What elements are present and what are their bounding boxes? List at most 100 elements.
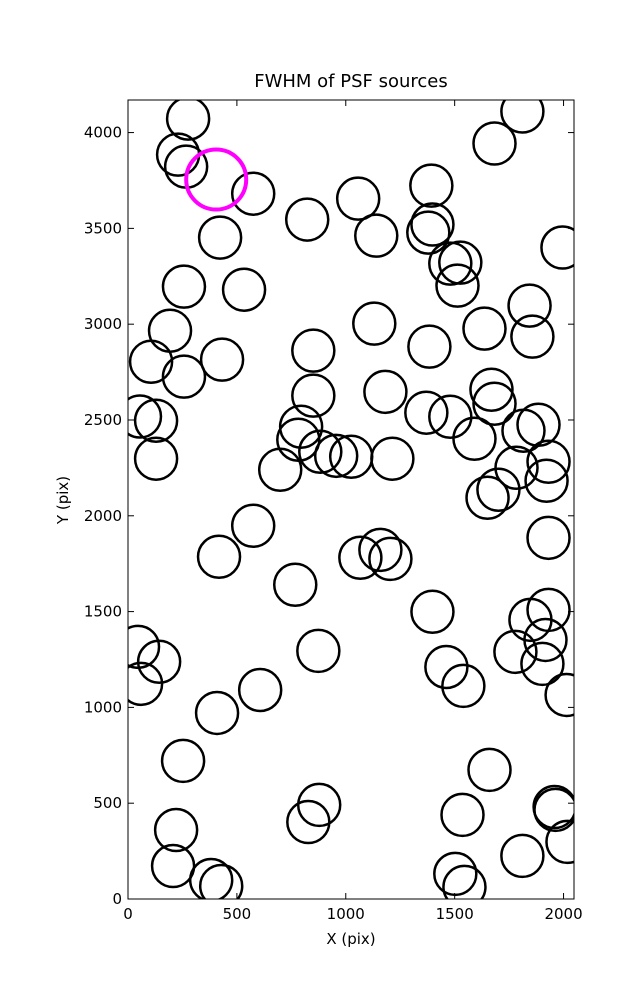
source-circle — [462, 306, 507, 351]
source-circle — [406, 210, 451, 255]
source-circle — [410, 589, 455, 635]
source-circle — [438, 240, 483, 285]
chart-title: FWHM of PSF sources — [254, 71, 448, 92]
source-circle — [286, 799, 331, 845]
source-circle — [153, 807, 199, 853]
axes-frame — [127, 99, 575, 900]
source-circle — [409, 163, 454, 208]
source-circle — [526, 587, 571, 633]
source-circle — [284, 197, 330, 242]
source-circle — [237, 667, 283, 713]
source-circle — [338, 535, 383, 580]
source-circle — [230, 503, 276, 549]
source-circle — [516, 402, 561, 448]
source-circle — [230, 171, 276, 216]
source-circle — [165, 100, 211, 141]
source-circle — [500, 100, 545, 134]
source-circle — [472, 381, 517, 426]
x-tick-label: 500 — [223, 905, 252, 923]
y-tick-label: 2500 — [84, 411, 122, 429]
y-tick-label: 4000 — [84, 124, 122, 142]
y-tick-label: 0 — [112, 890, 122, 908]
y-tick-label: 3500 — [84, 219, 122, 237]
source-circle — [128, 339, 174, 384]
source-circle — [273, 562, 318, 608]
source-circle — [128, 661, 164, 707]
source-circle — [128, 394, 163, 439]
source-circle — [545, 819, 574, 865]
source-circle — [313, 433, 359, 479]
source-circle — [196, 534, 242, 580]
source-circle — [257, 447, 303, 493]
x-axis-label: X (pix) — [326, 930, 375, 948]
source-circle — [465, 475, 510, 521]
source-circle — [410, 202, 455, 247]
y-tick-label: 1500 — [84, 603, 122, 621]
y-tick-label: 500 — [93, 794, 122, 812]
x-tick-label: 1000 — [327, 905, 365, 923]
source-circle — [472, 121, 517, 166]
source-circle — [428, 394, 473, 439]
source-circle — [199, 337, 245, 382]
source-circle — [133, 398, 179, 443]
source-circle — [520, 641, 565, 687]
source-circle — [184, 147, 249, 212]
source-circle — [441, 663, 486, 709]
source-circle — [510, 314, 555, 359]
source-circle — [452, 416, 497, 462]
source-circle — [133, 436, 179, 481]
source-circle — [524, 458, 569, 503]
y-tick-label: 3000 — [84, 315, 122, 333]
source-circle — [442, 864, 487, 899]
source-circle — [136, 639, 182, 685]
source-circle — [296, 628, 341, 674]
source-circle — [160, 738, 206, 784]
source-circle — [147, 308, 193, 353]
y-tick-label: 2000 — [84, 507, 122, 525]
source-circle — [291, 328, 336, 373]
source-circle — [532, 784, 574, 830]
source-circle — [433, 851, 478, 897]
source-circle — [298, 429, 343, 475]
source-circle — [291, 373, 336, 418]
source-circle — [221, 267, 267, 312]
x-tick-label: 1500 — [436, 905, 474, 923]
source-circle — [526, 439, 571, 485]
source-circle — [354, 213, 399, 258]
source-circle — [197, 215, 243, 260]
source-circle — [507, 283, 552, 328]
source-circle — [368, 536, 413, 582]
source-circle — [424, 644, 469, 690]
source-circle — [198, 863, 244, 899]
plot-area — [128, 100, 574, 899]
source-circle — [476, 467, 521, 512]
source-circle — [352, 301, 397, 346]
source-circle — [404, 390, 449, 435]
source-circle — [467, 747, 512, 793]
source-circle — [523, 617, 568, 663]
source-circle — [500, 833, 545, 879]
source-circle — [493, 629, 538, 675]
source-circle — [155, 132, 201, 177]
source-circle — [161, 264, 207, 309]
x-tick-label: 2000 — [544, 905, 582, 923]
source-circle — [540, 225, 574, 270]
source-circle — [363, 369, 408, 415]
source-circle — [544, 672, 574, 718]
source-circle — [161, 354, 207, 399]
source-circle — [440, 792, 485, 838]
source-circle — [428, 241, 473, 286]
source-circle — [335, 176, 381, 221]
source-circle — [435, 263, 480, 308]
y-tick-label: 1000 — [84, 698, 122, 716]
source-circle — [358, 527, 403, 573]
x-tick-label: 0 — [123, 905, 133, 923]
source-circle — [188, 857, 234, 899]
source-circle — [407, 324, 452, 369]
source-circle — [469, 367, 514, 412]
source-circle — [278, 404, 324, 449]
source-circle — [370, 436, 415, 481]
y-axis-label: Y (pix) — [54, 476, 72, 525]
